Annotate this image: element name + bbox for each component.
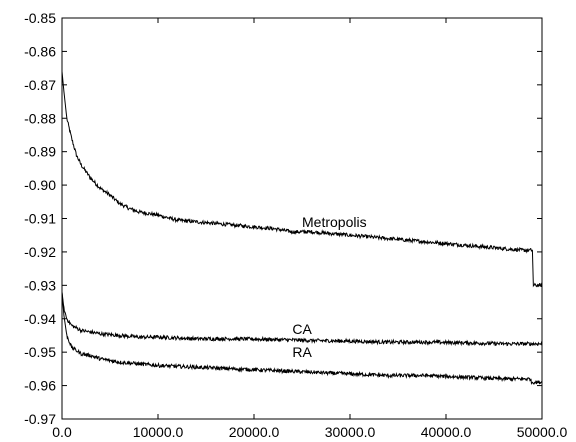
y-tick-label: -0.86 (24, 43, 56, 59)
y-tick-label: -0.94 (24, 311, 56, 327)
series-line-metropolis (61, 71, 543, 288)
series-line-ra (61, 291, 543, 386)
x-tick-label: 20000.0 (229, 424, 280, 440)
y-axis: -0.85 -0.86 -0.87 -0.88 -0.89 -0.90 -0.91 -0.92… (24, 10, 542, 427)
y-tick-label: -0.95 (24, 344, 56, 360)
y-tick-label: -0.89 (24, 144, 56, 160)
y-tick-label: -0.93 (24, 277, 56, 293)
y-tick-label: -0.88 (24, 110, 56, 126)
series-labels: Metropolis CA RA (292, 214, 366, 360)
series-label-ca: CA (292, 321, 312, 337)
y-tick-label: -0.91 (24, 211, 56, 227)
y-tick-label: -0.85 (24, 10, 56, 26)
x-tick-label: 40000.0 (421, 424, 472, 440)
x-axis: 0.0 10000.0 20000.0 30000.0 40000.0 50000.0 (52, 18, 568, 440)
x-tick-label: 50000.0 (517, 424, 568, 440)
series-lines (61, 71, 543, 386)
y-tick-label: -0.97 (24, 411, 56, 427)
x-tick-label: 10000.0 (133, 424, 184, 440)
x-tick-label: 0.0 (52, 424, 72, 440)
y-tick-label: -0.90 (24, 177, 56, 193)
y-tick-label: -0.92 (24, 244, 56, 260)
y-tick-label: -0.96 (24, 378, 56, 394)
series-line-ca (61, 291, 543, 347)
x-tick-label: 30000.0 (325, 424, 376, 440)
series-label-metropolis: Metropolis (302, 214, 367, 230)
series-label-ra: RA (292, 344, 312, 360)
y-tick-label: -0.87 (24, 77, 56, 93)
